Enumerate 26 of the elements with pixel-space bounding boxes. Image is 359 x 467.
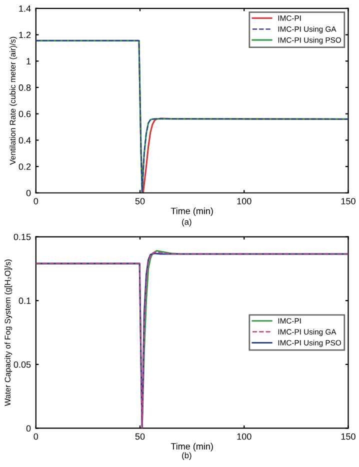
x-tick-label: 0: [34, 433, 38, 440]
y-tick-label: 1: [26, 58, 31, 64]
y-axis-title: Ventilation Rate (cubic meter (air)/s): [10, 36, 18, 165]
y-tick-label: 1.2: [19, 32, 31, 38]
y-tick-label: 0: [26, 190, 31, 196]
y-tick-label: 0.05: [14, 361, 31, 368]
x-tick-label: 50: [135, 198, 145, 204]
y-tick-label: 0.6: [18, 110, 31, 118]
y-axis-title: Water Capacity of Fog System (g[H₂O]/s): [4, 260, 12, 406]
text: (b): [182, 452, 192, 460]
y-tick-label: 0.2: [18, 163, 31, 170]
x-tick-label: 50: [135, 433, 145, 440]
y-tick-label: 1.4: [19, 5, 31, 12]
x-tick-label: 100: [237, 198, 252, 204]
text: (a): [182, 218, 192, 226]
x-tick-label: 150: [341, 198, 356, 204]
x-axis-title: Time (min): [170, 208, 213, 216]
y-tick-label: 0.1: [18, 298, 31, 304]
x-axis-title: Time (min): [170, 442, 213, 452]
y-tick-label: 0.8: [18, 84, 31, 91]
x-tick-label: 0: [34, 198, 38, 204]
y-tick-label: 0.15: [14, 234, 31, 240]
x-tick-label: 100: [237, 433, 252, 440]
x-tick-label: 150: [341, 433, 356, 440]
y-tick-label: 0: [26, 425, 31, 432]
y-tick-label: 0.4: [18, 137, 31, 144]
